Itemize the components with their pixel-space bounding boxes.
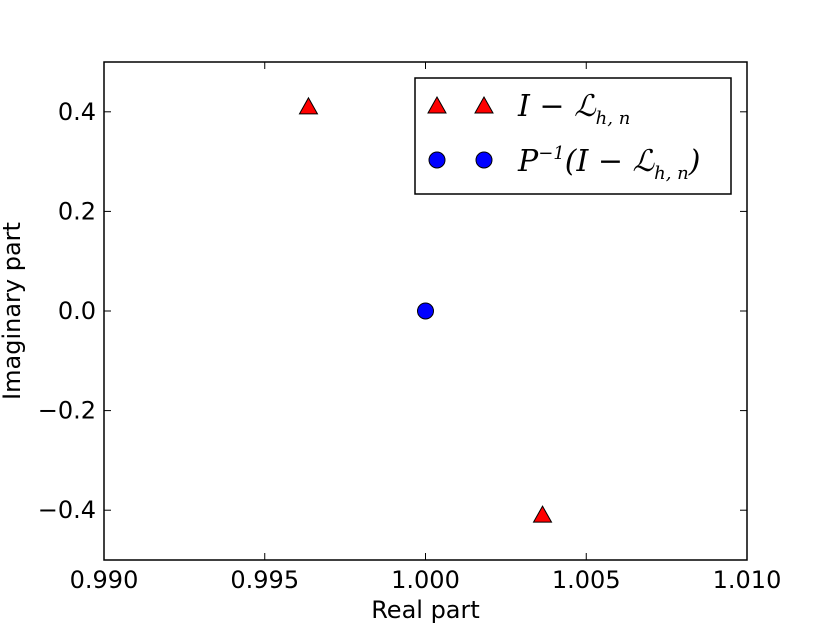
legend-box (414, 77, 732, 195)
x-tick-label: 1.010 (713, 566, 782, 594)
legend-marker-triangle-2 (474, 95, 494, 114)
y-tick-label: −0.4 (38, 496, 96, 524)
legend: I − ℒh, n P−1(I − ℒh, n) (414, 77, 732, 195)
data-points (298, 96, 553, 523)
y-ticks: −0.4 −0.2 0.0 0.2 0.4 (38, 98, 747, 524)
legend-marker-circle-1 (428, 151, 446, 169)
data-point-triangle (298, 96, 319, 115)
y-tick-label: 0.0 (58, 297, 96, 325)
y-axis-label: Imaginary part (0, 222, 26, 400)
x-tick-label: 1.005 (552, 566, 621, 594)
data-point-triangle (532, 505, 553, 523)
x-axis-label: Real part (371, 596, 480, 623)
x-tick-label: 0.990 (70, 566, 139, 594)
y-tick-label: 0.2 (58, 197, 96, 225)
y-tick-label: 0.4 (58, 98, 96, 126)
x-ticks: 0.990 0.995 1.000 1.005 1.010 (70, 62, 782, 594)
legend-marker-triangle-1 (427, 95, 447, 114)
y-tick-label: −0.2 (38, 397, 96, 425)
data-point-circle (417, 302, 434, 320)
x-tick-label: 1.000 (391, 566, 460, 594)
x-tick-label: 0.995 (230, 566, 299, 594)
legend-marker-circle-2 (475, 151, 493, 169)
